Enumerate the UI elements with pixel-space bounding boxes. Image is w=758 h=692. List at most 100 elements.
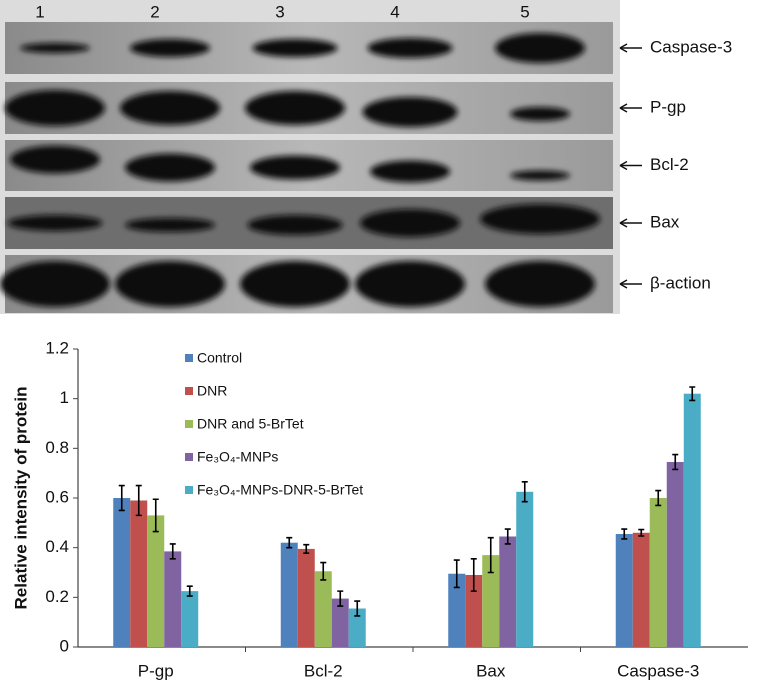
blot-band [360, 209, 460, 237]
error-bar [521, 481, 528, 503]
arrow-head [619, 218, 628, 228]
blot-band [250, 155, 340, 180]
x-tick-label: Caspase-3 [617, 661, 699, 680]
legend-swatch [185, 453, 193, 461]
arrow-head [619, 43, 628, 53]
error-bar [470, 558, 477, 592]
y-tick-label: 0 [60, 636, 69, 655]
legend-label: Control [197, 350, 242, 366]
lane-label: 3 [275, 2, 284, 21]
blot-band [130, 39, 210, 57]
y-axis-label: Relative intensity of protein [11, 387, 30, 610]
blot-band [5, 90, 105, 126]
blot-band [362, 97, 458, 127]
blot-band [20, 43, 90, 53]
bar [448, 573, 466, 647]
error-bar [638, 528, 645, 537]
legend-label: DNR [197, 383, 227, 399]
y-tick-label: 0.4 [45, 537, 69, 556]
error-bar [135, 484, 142, 517]
error-bar [337, 590, 344, 607]
legend-label: DNR and 5-BrTet [197, 416, 304, 432]
legend-swatch [185, 387, 193, 395]
legend-swatch [185, 420, 193, 428]
legend-label: Fe₃O₄-MNPs-DNR-5-BrTet [197, 482, 363, 498]
bar [615, 534, 633, 647]
blot-band [355, 261, 465, 307]
bar [348, 608, 366, 647]
blot-band [367, 38, 453, 58]
bar [164, 551, 182, 647]
blot-band [115, 261, 225, 307]
lane-label: 4 [390, 2, 399, 21]
y-tick-label: 1.2 [45, 338, 69, 357]
lane-label: 5 [520, 2, 529, 21]
x-tick-label: Bcl-2 [304, 661, 343, 680]
blot-band [120, 91, 220, 125]
blot-band [125, 218, 215, 232]
legend-swatch [185, 354, 193, 362]
x-tick-label: P-gp [138, 661, 174, 680]
blot-band [510, 107, 570, 121]
protein-label: P-gp [650, 97, 686, 116]
error-bar [672, 453, 679, 471]
bar [499, 536, 517, 647]
error-bar [453, 559, 460, 589]
arrow-head [619, 160, 628, 171]
x-tick-label: Bax [476, 661, 506, 680]
bar [331, 598, 349, 647]
error-bar [487, 536, 494, 574]
blot-band [247, 215, 343, 235]
error-bar [689, 386, 696, 402]
bar [683, 393, 701, 647]
y-tick-label: 0.6 [45, 487, 69, 506]
protein-label: Caspase-3 [650, 37, 732, 56]
y-tick-label: 1 [60, 388, 69, 407]
blot-band [10, 145, 100, 174]
error-bar [504, 528, 511, 545]
error-bar [303, 543, 310, 554]
protein-label: β-action [650, 273, 711, 292]
bar [147, 515, 165, 647]
y-tick-label: 0.2 [45, 587, 69, 606]
lane-label: 1 [35, 2, 44, 21]
error-bar [186, 585, 193, 597]
error-bar [354, 600, 361, 617]
blot-band [495, 33, 585, 63]
blot-band [125, 153, 215, 182]
bar [314, 571, 332, 647]
blot-band [485, 261, 595, 307]
lane-label: 2 [150, 2, 159, 21]
blot-band [510, 170, 570, 181]
protein-label: Bcl-2 [650, 155, 689, 174]
bar [649, 498, 667, 647]
arrow-head [619, 279, 628, 289]
bar [113, 498, 131, 647]
blot-band [480, 204, 600, 234]
error-bar [655, 489, 662, 507]
protein-label: Bax [650, 212, 680, 231]
blot-band [7, 215, 103, 231]
blot-band [252, 39, 338, 57]
bar [482, 555, 500, 647]
blot-band [370, 160, 450, 183]
bar [181, 591, 199, 647]
blot-band [240, 261, 350, 307]
blot-band [0, 261, 110, 307]
y-tick-label: 0.8 [45, 438, 69, 457]
bar [297, 548, 315, 647]
bar [516, 491, 534, 647]
error-bar [118, 484, 125, 512]
bar [465, 574, 483, 647]
error-bar [169, 543, 176, 560]
legend-swatch [185, 486, 193, 494]
bar [632, 532, 650, 647]
legend-label: Fe₃O₄-MNPs [197, 449, 278, 465]
arrow-head [619, 103, 628, 113]
bar [666, 461, 684, 647]
error-bar [286, 536, 293, 549]
bar [280, 542, 298, 647]
error-bar [152, 498, 159, 533]
error-bar [621, 528, 628, 540]
